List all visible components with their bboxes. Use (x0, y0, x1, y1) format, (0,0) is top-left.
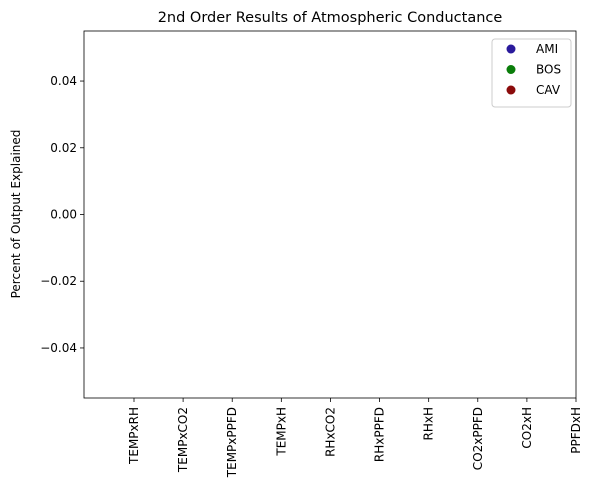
chart-title: 2nd Order Results of Atmospheric Conduct… (158, 10, 503, 26)
y-tick-label: −0.02 (40, 274, 77, 288)
legend-label: BOS (536, 63, 561, 77)
x-tick-label: RHxCO2 (323, 407, 337, 457)
x-tick-label: PPFDxH (569, 407, 583, 454)
y-tick-label: 0.02 (50, 141, 77, 155)
x-tick-label: TEMPxPPFD (225, 407, 239, 478)
x-axis: TEMPxRH TEMPxCO2 TEMPxPPFD TEMPxH RHxCO2 RHxP… (127, 398, 583, 478)
y-tick-label: 0.04 (50, 74, 77, 88)
legend-marker (506, 44, 516, 54)
x-tick-label: TEMPxCO2 (176, 407, 190, 473)
x-tick-label: CO2xH (520, 407, 534, 449)
legend-marker (506, 85, 516, 95)
legend-label: AMI (536, 42, 558, 56)
y-tick-label: 0.00 (50, 208, 77, 222)
x-tick-label: TEMPxRH (127, 407, 141, 465)
x-tick-label: CO2xPPFD (471, 407, 485, 470)
legend: AMI BOS CAV (491, 38, 572, 108)
legend-label: CAV (536, 83, 561, 97)
legend-marker (506, 65, 516, 74)
y-tick-label: −0.04 (40, 341, 77, 355)
x-tick-label: RHxH (422, 407, 436, 441)
y-axis-label: Percent of Output Explained (9, 130, 23, 299)
x-tick-label: TEMPxH (274, 407, 288, 457)
x-tick-label: RHxPPFD (373, 407, 387, 462)
y-axis: −0.04 −0.02 0.00 0.02 0.04 (40, 74, 84, 355)
